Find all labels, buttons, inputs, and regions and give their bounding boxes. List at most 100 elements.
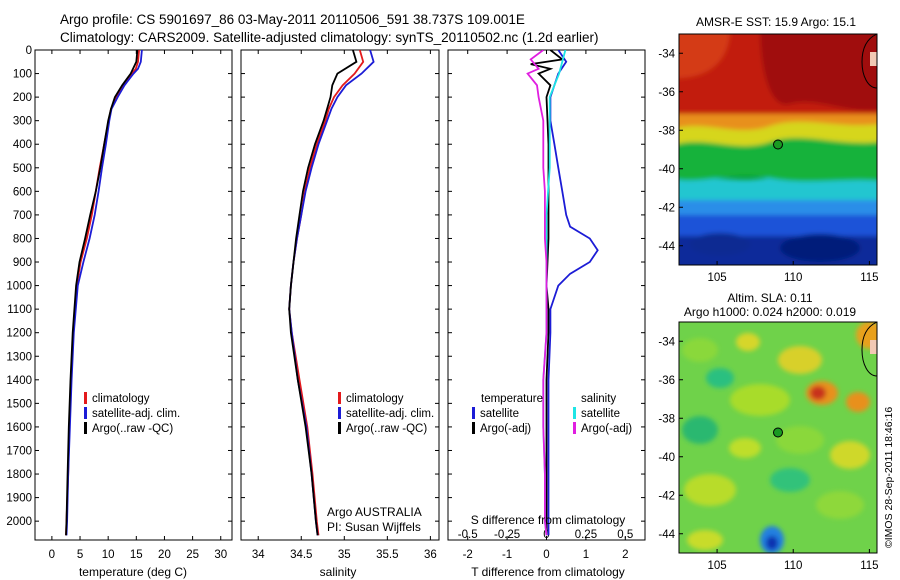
- difference-depth-ticks: [448, 49, 645, 522]
- sla-map-frame: [678, 321, 878, 554]
- argo-pi: PI: Susan Wijffels: [327, 520, 421, 534]
- difference-panel: -2 -1 0 1 2-0.5 -0.25 0 0.25 0.5 S difference fr…: [447, 49, 646, 579]
- depth-tick-label: 2000: [6, 516, 32, 528]
- legend-label: Argo(..raw -QC): [346, 423, 427, 435]
- map-y-tick-label: -38: [658, 413, 675, 425]
- salinity-lines: [288, 50, 375, 536]
- sst-map-title: AMSR-E SST: 15.9 Argo: 15.1: [696, 15, 856, 29]
- map-x-tick-label: 105: [707, 560, 726, 572]
- x-top-tick-label: -0.5: [458, 529, 478, 541]
- header-line-1: Argo profile: CS 5901697_86 03-May-2011 …: [60, 12, 525, 27]
- series-line-argo-raw-qc-: [288, 50, 358, 536]
- depth-tick-label: 1300: [6, 351, 32, 363]
- depth-tick-label: 700: [13, 210, 32, 222]
- x-tick-label: 34: [252, 549, 265, 561]
- legend-swatch: [472, 407, 475, 419]
- temperature-lines: [65, 50, 143, 536]
- x-tick-label: 2: [622, 549, 628, 561]
- map-y-tick-label: -40: [658, 452, 675, 464]
- x-tick-label: 20: [158, 549, 171, 561]
- legend-swatch: [338, 407, 341, 419]
- x-tick-label: 1: [583, 549, 589, 561]
- x-tick-label: 35: [338, 549, 351, 561]
- map-y-tick-label: -36: [658, 375, 675, 387]
- x-tick-label: 5: [77, 549, 83, 561]
- depth-axis: 0 100 200 300 400 500 600 700 800 900 1000 1100 1200…: [6, 45, 232, 528]
- depth-tick-label: 900: [13, 257, 32, 269]
- depth-tick-label: 1100: [7, 304, 32, 316]
- difference-x-axis: -2 -1 0 1 2-0.5 -0.25 0 0.25 0.5: [458, 50, 633, 561]
- x-tick-label: 0: [49, 549, 55, 561]
- temperature-x-axis: 0 5 10 15 20 25 30: [49, 50, 227, 561]
- depth-tick-label: 1000: [6, 281, 32, 293]
- sla-map: Altim. SLA: 0.11 Argo h1000: 0.024 h2000…: [658, 291, 878, 572]
- legend-swatch: [573, 422, 576, 434]
- x-tick-label: 36: [424, 549, 437, 561]
- map-y-tick-label: -34: [658, 48, 675, 60]
- x-tick-label: 30: [214, 549, 227, 561]
- sst-heatmap: [679, 34, 877, 265]
- legend-label: satellite: [480, 408, 519, 420]
- depth-tick-label: 1700: [6, 445, 32, 457]
- depth-tick-label: 600: [13, 186, 32, 198]
- map-x-tick-label: 110: [784, 272, 802, 284]
- x-tick-label: 25: [186, 549, 199, 561]
- depth-tick-label: 400: [13, 139, 32, 151]
- x-top-tick-label: -0.25: [494, 529, 520, 541]
- legend-swatch: [472, 422, 475, 434]
- sst-map: AMSR-E SST: 15.9 Argo: 15.1: [658, 15, 878, 284]
- depth-tick-label: 1600: [6, 422, 32, 434]
- legend-swatch: [84, 407, 87, 419]
- sst-coastline: [861, 34, 877, 89]
- temperature-xlabel: temperature (deg C): [79, 565, 187, 579]
- temperature-legend: climatology satellite-adj. clim. Argo(..ra…: [84, 392, 180, 435]
- sla-coastline: [861, 322, 877, 377]
- argo-location-marker: [773, 139, 783, 150]
- legend-label: satellite-adj. clim.: [346, 408, 434, 420]
- map-y-tick-label: -42: [658, 202, 675, 214]
- depth-tick-label: 1200: [6, 328, 32, 340]
- salinity-legend: climatology satellite-adj. clim. Argo(..ra…: [338, 392, 434, 435]
- legend-label: climatology: [346, 393, 404, 405]
- x-tick-label: 10: [102, 549, 115, 561]
- legend-title-salinity: salinity: [581, 393, 616, 405]
- imos-stamp: ©IMOS 28-Sep-2011 18:46:16: [883, 407, 895, 548]
- t-difference-xlabel: T difference from climatology: [471, 565, 625, 579]
- legend-label: satellite: [581, 408, 620, 420]
- legend-swatch: [573, 407, 576, 419]
- x-tick-label: -2: [463, 549, 473, 561]
- sla-heatmap: [682, 322, 877, 553]
- sst-land: [870, 52, 877, 66]
- map-y-tick-label: -44: [658, 529, 675, 541]
- depth-tick-label: 800: [13, 233, 32, 245]
- series-line-t-argo-adj-: [530, 50, 565, 536]
- legend-swatch: [84, 392, 87, 404]
- map-y-tick-label: -44: [658, 241, 675, 253]
- legend-swatch: [338, 422, 341, 434]
- map-y-tick-label: -38: [658, 125, 675, 137]
- depth-tick-label: 300: [13, 116, 32, 128]
- legend-label: satellite-adj. clim.: [92, 408, 180, 420]
- x-tick-label: -1: [502, 549, 512, 561]
- legend-swatch: [84, 422, 87, 434]
- map-x-tick-label: 115: [860, 272, 878, 284]
- salinity-x-axis: 34 34.5 35 35.5 36: [252, 50, 437, 561]
- difference-legend: temperature salinity satellite Argo(-adj) sa…: [472, 393, 632, 435]
- header-line-2: Climatology: CARS2009. Satellite-adjuste…: [60, 30, 599, 45]
- x-tick-label: 0: [543, 549, 549, 561]
- salinity-axes-frame: [240, 49, 440, 541]
- sla-map-axes: 105 110 115 -34 -36 -38 -40 -42 -44: [658, 336, 878, 572]
- series-line-satellite-adj-clim-: [65, 50, 143, 536]
- s-difference-xlabel: S difference from climatology: [471, 513, 626, 527]
- series-line-argo-raw-qc-: [65, 50, 139, 536]
- depth-tick-label: 100: [13, 69, 32, 81]
- legend-label: climatology: [92, 393, 150, 405]
- legend-swatch: [338, 392, 341, 404]
- map-y-tick-label: -40: [658, 164, 675, 176]
- depth-tick-label: 200: [13, 92, 32, 104]
- x-tick-label: 15: [130, 549, 143, 561]
- salinity-panel: 34 34.5 35 35.5 36 salinity climatology satel…: [240, 49, 440, 579]
- map-x-tick-label: 105: [707, 272, 726, 284]
- map-y-tick-label: -42: [658, 490, 675, 502]
